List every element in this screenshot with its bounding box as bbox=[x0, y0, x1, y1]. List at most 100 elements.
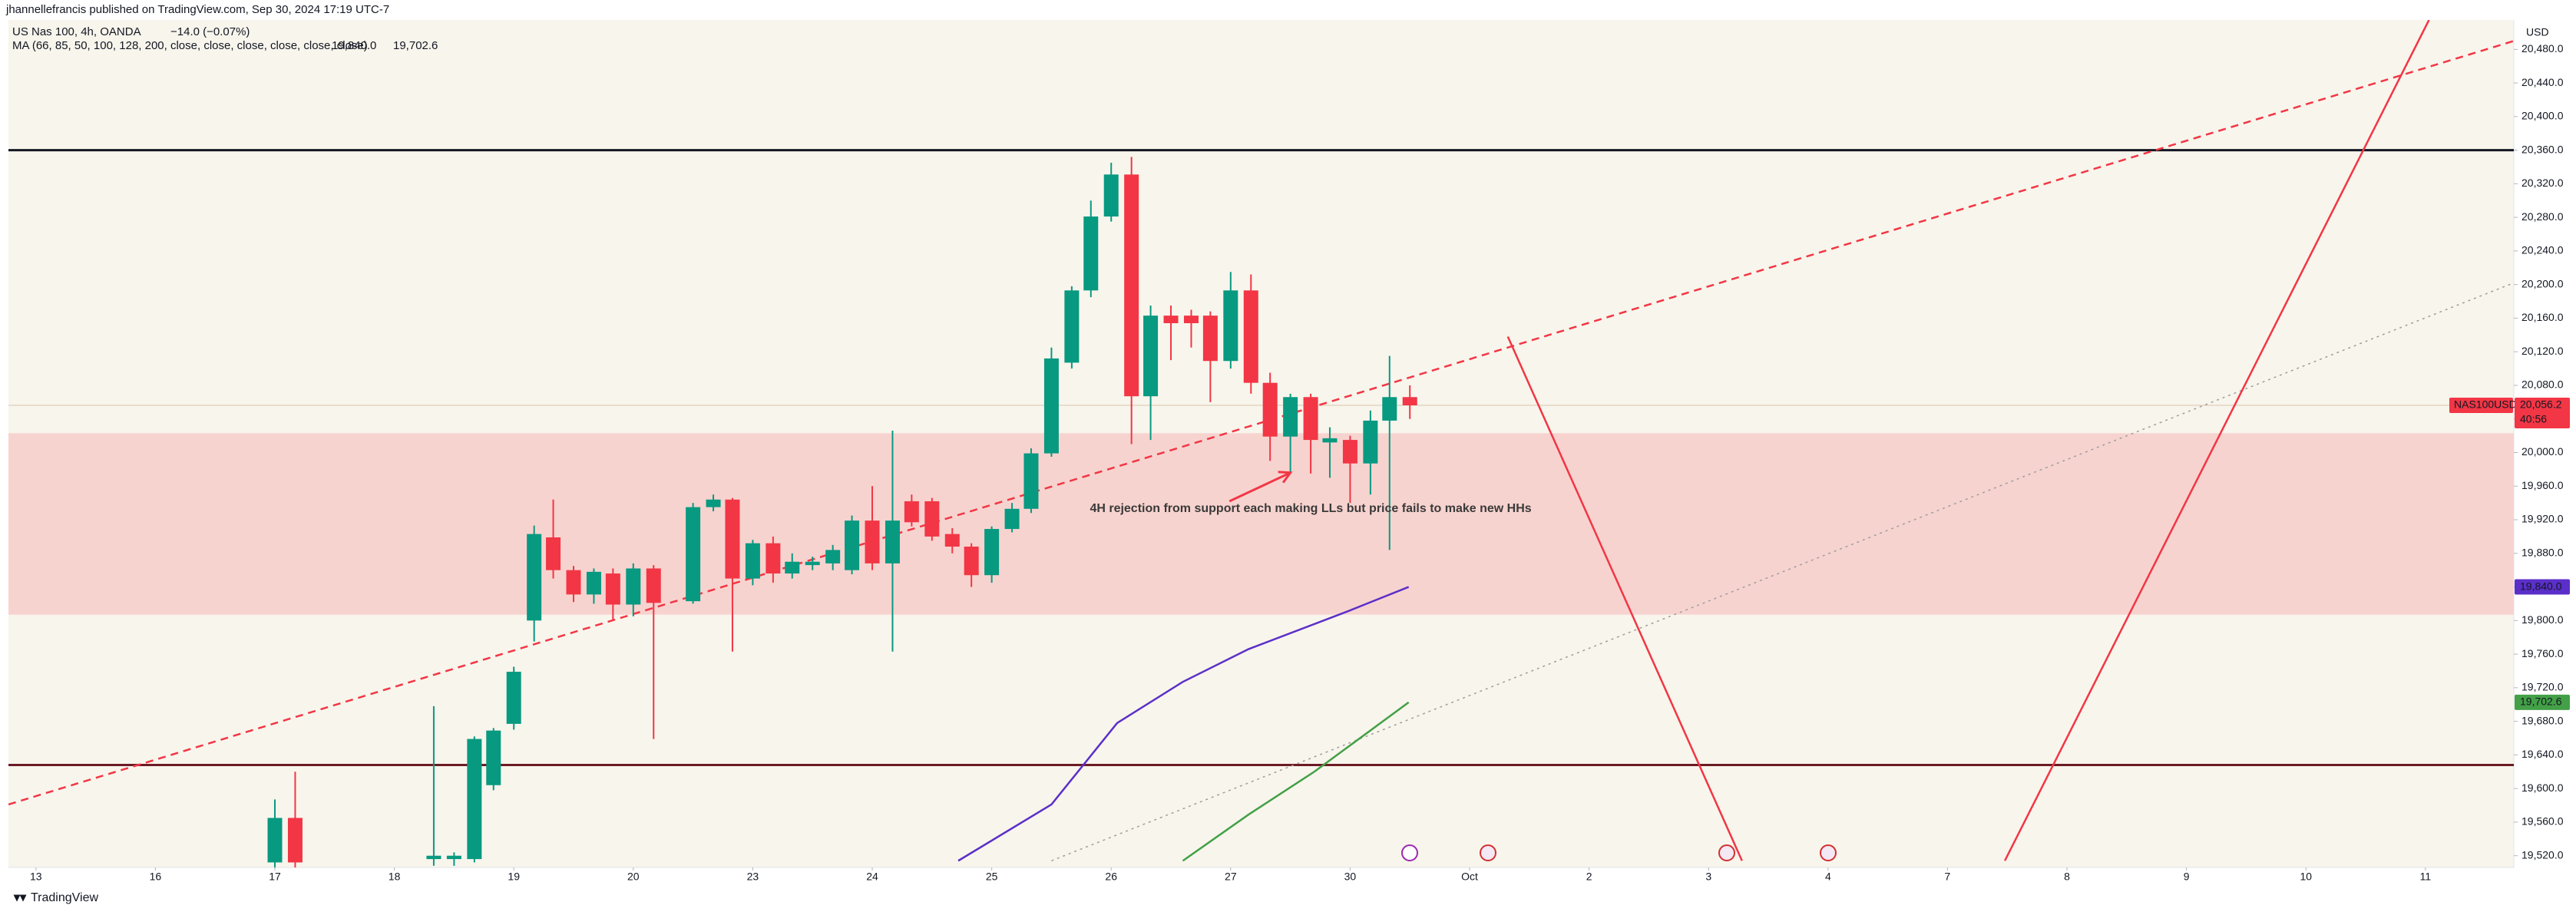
candle-body bbox=[426, 855, 441, 860]
last-price-label: 20,056.2 bbox=[2520, 398, 2562, 411]
x-tick-label: 24 bbox=[866, 871, 878, 883]
y-tick-label: 20,200.0 bbox=[2521, 277, 2564, 289]
candle-body bbox=[984, 529, 1000, 576]
candle-body bbox=[1283, 397, 1298, 437]
x-tick-label: 27 bbox=[1225, 871, 1237, 883]
y-tick-label: 20,480.0 bbox=[2521, 42, 2564, 55]
candle-body bbox=[706, 499, 721, 507]
brand: TradingView bbox=[31, 891, 98, 904]
y-tick-label: 20,440.0 bbox=[2521, 76, 2564, 88]
event-icon bbox=[1820, 844, 1837, 861]
event-icon bbox=[1718, 844, 1735, 861]
y-tick-label: 19,760.0 bbox=[2521, 647, 2564, 659]
price-label: 19,702.6 bbox=[2520, 696, 2562, 708]
candle-body bbox=[924, 501, 940, 537]
candle-body bbox=[446, 855, 461, 860]
zone bbox=[8, 433, 2514, 615]
candle-body bbox=[904, 501, 919, 523]
x-tick-label: 20 bbox=[627, 871, 640, 883]
y-tick-label: 20,400.0 bbox=[2521, 110, 2564, 122]
x-tick-label: Oct bbox=[1461, 871, 1478, 883]
y-tick-label: 19,920.0 bbox=[2521, 513, 2564, 525]
price-change: −14.0 (−0.07%) bbox=[170, 25, 250, 38]
candle-body bbox=[825, 550, 841, 563]
y-tick-label: 19,600.0 bbox=[2521, 781, 2564, 794]
trend-line bbox=[1051, 282, 2514, 861]
annotation: 4H rejection from support each making LL… bbox=[1090, 502, 1531, 515]
x-tick-label: 11 bbox=[2420, 871, 2432, 883]
x-tick-label: 18 bbox=[389, 871, 401, 883]
y-tick-label: 19,800.0 bbox=[2521, 613, 2564, 626]
candle-body bbox=[785, 561, 800, 574]
y-tick-label: 20,320.0 bbox=[2521, 177, 2564, 189]
candle-body bbox=[527, 534, 542, 621]
candle-body bbox=[1023, 453, 1039, 509]
candle-body bbox=[626, 568, 641, 605]
candle-body bbox=[546, 537, 561, 570]
candle-body bbox=[725, 499, 740, 579]
plot: 4H rejection from support each making LL… bbox=[8, 20, 2514, 867]
y-tick-label: 19,560.0 bbox=[2521, 815, 2564, 828]
candle-body bbox=[944, 534, 960, 547]
candle-body bbox=[1083, 216, 1099, 291]
candle-body bbox=[1243, 290, 1258, 383]
moving-average bbox=[1182, 701, 1410, 862]
overlay: US Nas 100, 4h, OANDA −14.0 (−0.07%)MA (6… bbox=[12, 25, 2570, 883]
event-icon bbox=[1480, 844, 1496, 861]
y-tick-label: 20,120.0 bbox=[2521, 345, 2564, 357]
x-tick-label: 25 bbox=[986, 871, 998, 883]
candle-body bbox=[1402, 397, 1417, 405]
y-tick-label: 19,680.0 bbox=[2521, 714, 2564, 726]
candle-body bbox=[1124, 174, 1139, 397]
candle-body bbox=[506, 672, 521, 724]
candle-body bbox=[865, 520, 880, 563]
y-tick-label: 20,360.0 bbox=[2521, 143, 2564, 155]
arrow bbox=[1228, 471, 1291, 503]
y-tick-label: 19,640.0 bbox=[2521, 748, 2564, 760]
x-tick-label: 26 bbox=[1105, 871, 1117, 883]
y-tick-label: 20,160.0 bbox=[2521, 311, 2564, 323]
x-tick-label: 9 bbox=[2184, 871, 2190, 883]
x-tick-label: 19 bbox=[508, 871, 520, 883]
x-tick-label: 8 bbox=[2064, 871, 2070, 883]
candle-body bbox=[1322, 438, 1338, 443]
candle-body bbox=[486, 730, 501, 785]
brand-logo: ▾▾ bbox=[13, 891, 27, 904]
currency: USD bbox=[2526, 26, 2549, 38]
candle-body bbox=[646, 568, 661, 603]
publisher: jhannellefrancis published on TradingVie… bbox=[5, 3, 389, 16]
candle-body bbox=[1103, 174, 1119, 217]
trend-line bbox=[8, 40, 2514, 806]
candle-body bbox=[287, 818, 303, 863]
price-label: 19,840.0 bbox=[2520, 580, 2562, 592]
candle-body bbox=[686, 507, 701, 602]
symbol-label-bg bbox=[2449, 397, 2513, 413]
candle-body bbox=[566, 570, 581, 595]
x-tick-label: 16 bbox=[150, 871, 162, 883]
candle-body bbox=[586, 571, 601, 595]
candle-body bbox=[964, 547, 979, 576]
candle-body bbox=[1262, 382, 1278, 437]
candle-body bbox=[1143, 316, 1159, 397]
candle-body bbox=[267, 818, 283, 863]
y-tick-label: 19,520.0 bbox=[2521, 848, 2564, 861]
x-tick-label: 13 bbox=[30, 871, 42, 883]
candle-body bbox=[1004, 508, 1020, 530]
moving-average bbox=[957, 586, 1410, 862]
candle-body bbox=[745, 543, 760, 579]
candle-body bbox=[1223, 290, 1238, 362]
candle-body bbox=[805, 561, 820, 566]
indicator-value: 19,840.0 bbox=[332, 39, 376, 52]
y-tick-label: 19,960.0 bbox=[2521, 479, 2564, 491]
y-tick-label: 19,880.0 bbox=[2521, 546, 2564, 558]
candle-body bbox=[467, 739, 482, 860]
x-tick-label: 2 bbox=[1586, 871, 1592, 883]
y-tick-label: 20,080.0 bbox=[2521, 378, 2564, 391]
candle-body bbox=[605, 573, 620, 605]
y-tick-label: 20,240.0 bbox=[2521, 244, 2564, 256]
indicator-value: 19,702.6 bbox=[393, 39, 438, 52]
event-icon bbox=[1401, 844, 1418, 861]
candle-body bbox=[1303, 397, 1318, 441]
candle-body bbox=[766, 543, 781, 574]
arrow-head bbox=[1278, 471, 1293, 484]
